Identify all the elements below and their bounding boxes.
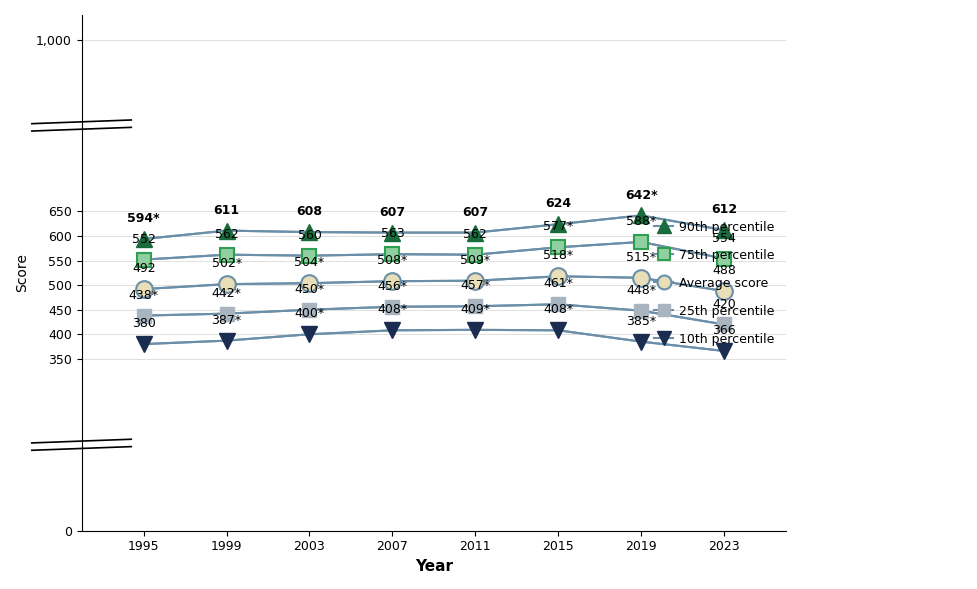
Text: 642*: 642* xyxy=(624,188,658,201)
Text: 408*: 408* xyxy=(543,303,573,316)
Text: 563: 563 xyxy=(380,227,404,240)
Text: 502*: 502* xyxy=(212,257,241,270)
Text: 588*: 588* xyxy=(626,215,657,228)
Legend: 90th percentile, 75th percentile, Average score, 25th percentile, 10th percentil: 90th percentile, 75th percentile, Averag… xyxy=(650,216,780,350)
Y-axis label: Score: Score xyxy=(15,253,29,292)
X-axis label: Year: Year xyxy=(415,559,453,574)
Text: 409*: 409* xyxy=(460,303,490,316)
Text: 509*: 509* xyxy=(460,254,490,267)
Text: 408*: 408* xyxy=(377,303,407,316)
Text: 488: 488 xyxy=(712,264,736,277)
Text: 624: 624 xyxy=(545,197,572,210)
Text: 450*: 450* xyxy=(294,283,324,296)
Text: 457*: 457* xyxy=(460,279,490,292)
Text: 518*: 518* xyxy=(543,249,573,263)
Text: 577*: 577* xyxy=(543,220,573,233)
Text: 508*: 508* xyxy=(377,254,407,267)
Text: 560: 560 xyxy=(298,229,321,241)
Text: 456*: 456* xyxy=(377,280,407,293)
Text: 515*: 515* xyxy=(626,251,657,264)
Text: 420: 420 xyxy=(712,297,736,310)
Text: 504*: 504* xyxy=(294,256,324,269)
Text: 492: 492 xyxy=(132,262,155,275)
Text: 366: 366 xyxy=(712,324,736,337)
Text: 554: 554 xyxy=(712,231,736,244)
Text: 385*: 385* xyxy=(626,315,657,327)
Text: 608: 608 xyxy=(296,205,322,218)
Text: 612: 612 xyxy=(711,203,737,216)
Text: 607: 607 xyxy=(379,206,405,219)
Text: 594*: 594* xyxy=(127,212,160,225)
Text: 562: 562 xyxy=(463,228,488,241)
Text: 380: 380 xyxy=(132,317,155,330)
Text: 461*: 461* xyxy=(543,277,573,290)
Text: 552: 552 xyxy=(132,233,155,246)
Text: 387*: 387* xyxy=(212,314,241,327)
Text: 448*: 448* xyxy=(626,284,657,297)
Text: 611: 611 xyxy=(214,204,239,217)
Text: 438*: 438* xyxy=(129,289,158,302)
Text: 400*: 400* xyxy=(294,307,324,320)
Text: 607: 607 xyxy=(462,206,488,219)
Text: 442*: 442* xyxy=(212,287,241,300)
Text: 562: 562 xyxy=(215,228,238,241)
